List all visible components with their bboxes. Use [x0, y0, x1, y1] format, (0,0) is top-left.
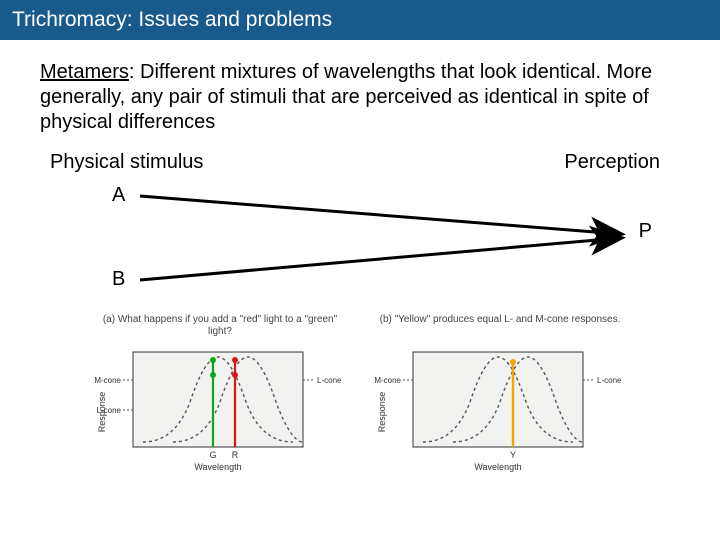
y-tick-label: Y — [510, 450, 516, 460]
arrow-b-to-p — [140, 238, 620, 280]
chart-a-svg: Response M-cone L-cone L-cone — [95, 342, 345, 472]
r-tick-label: R — [232, 450, 239, 460]
slide-title: Trichromacy: Issues and problems — [12, 8, 332, 31]
diagram-column-labels: Physical stimulus Perception — [40, 151, 680, 174]
lcone-label-b: L-cone — [597, 376, 622, 385]
definition-paragraph: Metamers: Different mixtures of waveleng… — [40, 60, 680, 135]
chart-b-svg: Response M-cone L-cone Y Wav — [375, 342, 625, 472]
arrow-a-to-p — [140, 196, 620, 234]
slide-header: Trichromacy: Issues and problems — [0, 0, 720, 40]
chart-a-plotbox — [133, 352, 303, 447]
chart-panel-b: (b) "Yellow" produces equal L- and M-con… — [375, 314, 625, 472]
chart-panel-a: (a) What happens if you add a "red" ligh… — [95, 314, 345, 472]
chart-a-tag: (a) — [103, 314, 115, 325]
chart-b-xlabel: Wavelength — [474, 462, 521, 472]
cone-charts-row: (a) What happens if you add a "red" ligh… — [40, 314, 680, 472]
definition-term: Metamers — [40, 61, 129, 83]
chart-b-tag: (b) — [380, 314, 392, 325]
chart-b-plotbox — [413, 352, 583, 447]
arrows-svg — [50, 184, 670, 304]
chart-b-area: Response M-cone L-cone Y Wav — [375, 342, 625, 472]
g-tick-label: G — [209, 450, 216, 460]
left-column-label: Physical stimulus — [50, 151, 203, 174]
metamer-arrow-diagram: A B P — [50, 184, 670, 304]
mcone-label-b: M-cone — [375, 376, 402, 385]
chart-b-ylabel: Response — [377, 392, 387, 433]
chart-a-title-text: What happens if you add a "red" light to… — [118, 314, 337, 337]
slide-content: Metamers: Different mixtures of waveleng… — [0, 40, 720, 472]
chart-b-title-text: "Yellow" produces equal L- and M-cone re… — [395, 314, 621, 325]
chart-a-xlabel: Wavelength — [194, 462, 241, 472]
right-column-label: Perception — [564, 151, 660, 174]
chart-a-title: (a) What happens if you add a "red" ligh… — [95, 314, 345, 340]
mcone-label-a-left: M-cone — [95, 376, 122, 385]
chart-a-area: Response M-cone L-cone L-cone — [95, 342, 345, 472]
lcone-label-a-right: L-cone — [317, 376, 342, 385]
definition-body: : Different mixtures of wavelengths that… — [40, 61, 652, 133]
lcone-label-a-left: L-cone — [97, 406, 122, 415]
chart-b-title: (b) "Yellow" produces equal L- and M-con… — [375, 314, 625, 340]
